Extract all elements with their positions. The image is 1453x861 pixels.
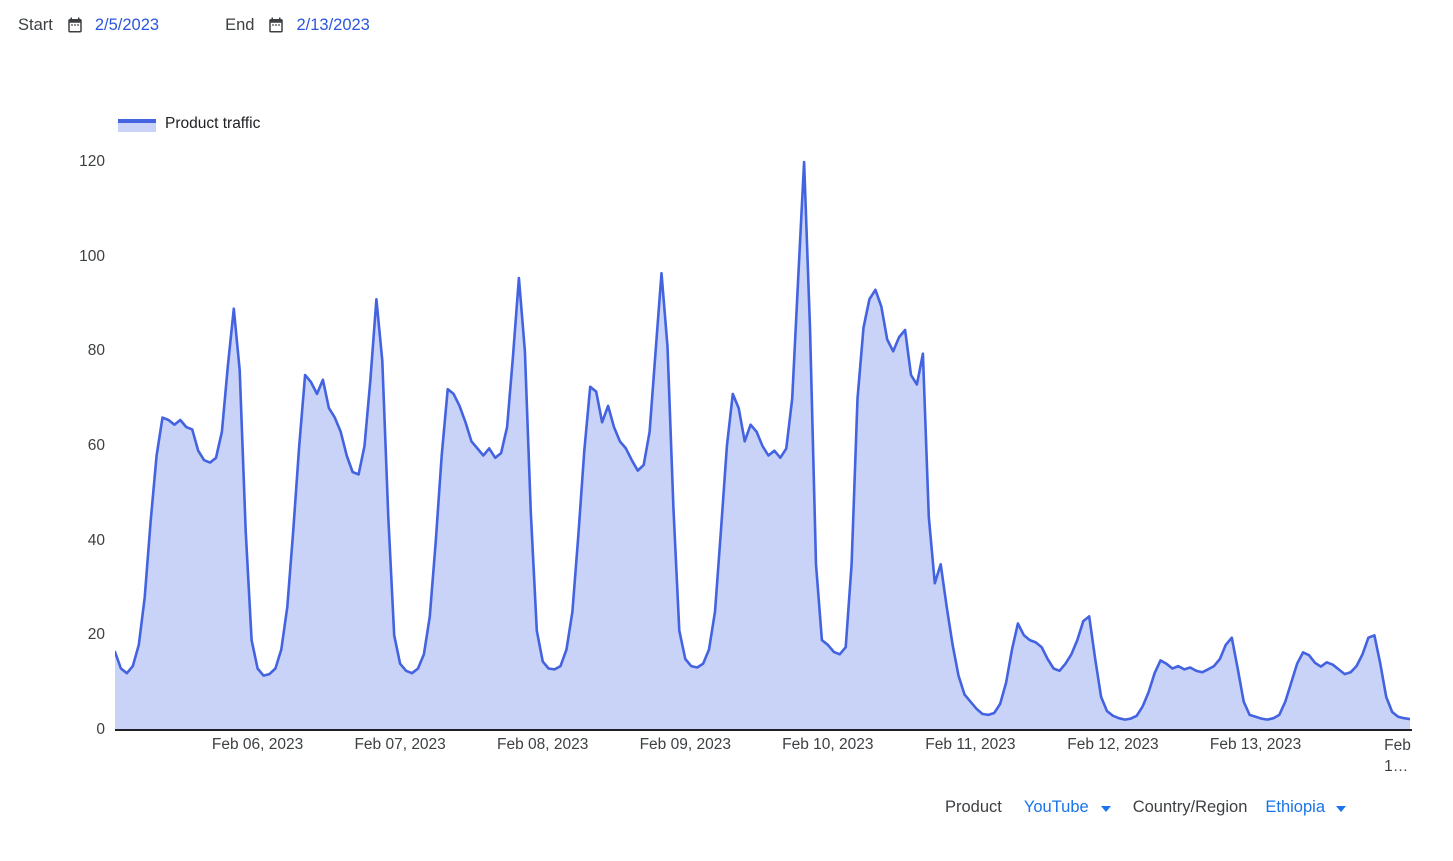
series-line <box>115 160 1410 721</box>
legend-swatch <box>118 118 156 132</box>
x-tick-label: Feb 09, 2023 <box>639 736 731 753</box>
end-label: End <box>225 15 255 34</box>
y-tick-label: 20 <box>87 626 105 644</box>
x-tick-label: Feb 07, 2023 <box>354 736 446 753</box>
x-tick-label: Feb 08, 2023 <box>497 736 589 753</box>
x-tick-label: Feb 06, 2023 <box>211 736 304 753</box>
x-tick-label: Feb 1… <box>1384 737 1411 775</box>
country-select[interactable]: Ethiopia <box>1265 798 1347 817</box>
chevron-down-icon[interactable] <box>1100 805 1111 812</box>
legend-label: Product traffic <box>165 115 261 132</box>
y-tick-label: 40 <box>87 531 105 549</box>
traffic-area-chart[interactable] <box>115 155 1410 730</box>
y-tick-label: 60 <box>87 437 105 454</box>
x-tick-label: Feb 13, 2023 <box>1209 736 1302 753</box>
end-date-link[interactable]: 2/13/2023 <box>296 15 370 34</box>
x-axis-line <box>115 729 1412 731</box>
product-select-value[interactable]: YouTube <box>1023 798 1089 816</box>
chevron-down-icon[interactable] <box>1336 805 1347 812</box>
start-date-link[interactable]: 2/5/2023 <box>94 15 160 34</box>
date-range-controls: Start 2/5/2023 End 2/13/2023 <box>18 10 370 40</box>
calendar-icon[interactable] <box>66 16 84 34</box>
y-tick-label: 100 <box>79 247 105 265</box>
start-label: Start <box>18 15 53 34</box>
y-tick-label: 0 <box>96 721 105 738</box>
product-label: Product <box>945 798 1002 816</box>
x-tick-label: Feb 11, 2023 <box>925 736 1016 753</box>
x-tick-label: Feb 10, 2023 <box>782 736 874 753</box>
y-tick-label: 80 <box>87 342 105 360</box>
country-label: Country/Region <box>1132 798 1248 816</box>
x-tick-label: Feb 12, 2023 <box>1067 736 1159 753</box>
product-select[interactable]: YouTube <box>1024 798 1111 817</box>
y-tick-label: 120 <box>79 153 105 170</box>
calendar-icon[interactable] <box>267 16 285 34</box>
filter-controls: Product YouTube Country/Region Ethiopia <box>945 798 1347 817</box>
country-select-value[interactable]: Ethiopia <box>1265 798 1326 816</box>
chart-legend: Product traffic <box>118 115 260 133</box>
